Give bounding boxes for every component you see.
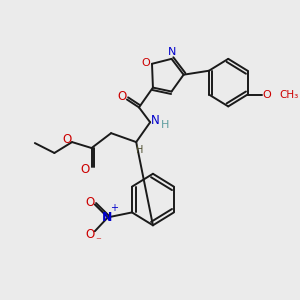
Text: N: N [168, 47, 177, 57]
Text: O: O [263, 89, 272, 100]
Text: N: N [150, 114, 159, 127]
Text: +: + [110, 203, 118, 214]
Text: O: O [85, 196, 95, 209]
Text: H: H [161, 120, 169, 130]
Text: ⁻: ⁻ [96, 236, 101, 246]
Text: O: O [118, 90, 127, 103]
Text: O: O [80, 163, 90, 176]
Text: O: O [141, 58, 150, 68]
Text: H: H [136, 145, 144, 155]
Text: CH₃: CH₃ [279, 89, 298, 100]
Text: N: N [102, 211, 112, 224]
Text: O: O [85, 228, 95, 241]
Text: O: O [63, 133, 72, 146]
